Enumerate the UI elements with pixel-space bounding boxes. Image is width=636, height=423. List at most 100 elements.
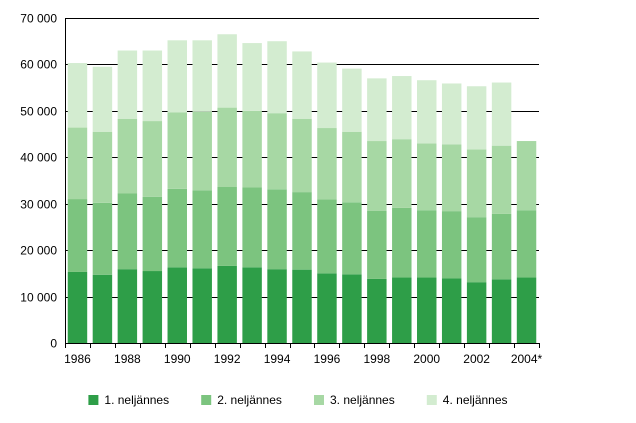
bar-1995-series-1	[292, 269, 312, 343]
bar-1994-series-2	[267, 189, 287, 270]
bar-2000-series-4	[417, 80, 437, 144]
bar-2000-series-1	[417, 277, 437, 343]
bar-2003-series-4	[491, 82, 512, 146]
bar-1986-series-4	[67, 63, 88, 128]
bar-1994-series-3	[267, 113, 287, 190]
legend: 1. neljännes 2. neljännes 3. neljännes 4. n…	[88, 393, 508, 407]
bar-1987-series-1	[92, 274, 113, 343]
bar-1993-series-2	[242, 187, 262, 268]
legend-item-1: 1. neljännes	[88, 393, 169, 407]
legend-item-4: 4. neljännes	[426, 393, 508, 407]
bar-1996-series-4	[317, 62, 337, 129]
x-tick-label: 2004*	[511, 352, 543, 366]
bar-1999-series-4	[392, 76, 412, 140]
x-tick-label: 1994	[264, 352, 291, 366]
bar-2004*-series-2	[516, 210, 537, 278]
bar-1999-series-3	[392, 139, 412, 208]
bar-1996-series-3	[317, 128, 337, 200]
x-tick-labels: 1986 1988 1990 1992 1994 1996 1998 2000 2002 2004…	[64, 352, 542, 366]
bar-1994-series-4	[267, 41, 287, 114]
y-tick-label: 30 000	[20, 198, 57, 212]
bar-1995-series-3	[292, 118, 312, 193]
y-tick-labels: 0 10 000 20 000 30 000 40 000 50 000 60 000 70 …	[20, 12, 57, 351]
y-tick-label: 60 000	[20, 58, 57, 72]
bar-1987-series-4	[92, 66, 113, 132]
bar-stacks	[67, 34, 537, 343]
x-tick-label: 1986	[64, 352, 91, 366]
bar-2002-series-1	[466, 282, 487, 343]
bar-2001-series-1	[441, 278, 462, 343]
bar-1989-series-4	[142, 50, 163, 122]
bar-1990-series-1	[167, 267, 187, 343]
bar-1991-series-4	[192, 40, 212, 112]
x-tick-label: 2000	[413, 352, 440, 366]
bar-1996-series-1	[317, 273, 337, 343]
bar-1988-series-3	[117, 118, 138, 194]
bar-1991-series-1	[192, 268, 212, 343]
bar-2001-series-2	[441, 211, 462, 279]
bar-2002-series-4	[466, 86, 487, 150]
bar-1989-series-2	[142, 196, 163, 272]
y-tick-label: 40 000	[20, 151, 57, 165]
bar-1998-series-1	[367, 278, 387, 343]
bar-2004*-series-3	[516, 141, 537, 211]
x-tick-label: 1996	[314, 352, 341, 366]
bar-1986-series-3	[67, 127, 88, 200]
bar-1987-series-3	[92, 131, 113, 203]
bar-2001-series-4	[441, 83, 462, 145]
bar-2002-series-2	[466, 217, 487, 283]
legend-swatch	[201, 395, 212, 405]
bar-1993-series-4	[242, 43, 262, 111]
bar-1993-series-1	[242, 267, 262, 343]
bar-1987-series-2	[92, 202, 113, 275]
legend-label: 2. neljännes	[217, 393, 282, 407]
legend-swatch	[426, 395, 437, 405]
bar-1997-series-1	[342, 274, 362, 343]
bar-2004*-series-1	[516, 277, 537, 343]
bar-2002-series-3	[466, 149, 487, 218]
bar-1986-series-2	[67, 199, 88, 272]
bar-2003-series-1	[491, 279, 512, 343]
bar-1989-series-3	[142, 121, 163, 197]
legend-item-2: 2. neljännes	[201, 393, 282, 407]
bar-1991-series-3	[192, 111, 212, 191]
bar-1994-series-1	[267, 269, 287, 343]
x-tick-label: 1998	[363, 352, 390, 366]
bar-2001-series-3	[441, 144, 462, 212]
bar-1992-series-4	[217, 34, 237, 108]
y-tick-label: 0	[50, 337, 57, 351]
bar-1997-series-4	[342, 68, 362, 132]
legend-label: 1. neljännes	[104, 393, 169, 407]
bar-1997-series-3	[342, 131, 362, 203]
axes	[65, 18, 540, 348]
bar-1998-series-2	[367, 210, 387, 279]
bar-1986-series-1	[67, 271, 88, 343]
bar-2003-series-3	[491, 145, 512, 214]
bar-2000-series-2	[417, 210, 437, 278]
bar-2000-series-3	[417, 143, 437, 211]
bar-1997-series-2	[342, 202, 362, 275]
bar-1998-series-4	[367, 78, 387, 142]
bar-1988-series-4	[117, 50, 138, 119]
x-tick-label: 1992	[214, 352, 241, 366]
bar-1996-series-2	[317, 199, 337, 274]
bar-1995-series-2	[292, 192, 312, 270]
bar-1999-series-1	[392, 277, 412, 343]
legend-swatch	[314, 395, 324, 405]
bar-1999-series-2	[392, 207, 412, 278]
x-tick-label: 1990	[164, 352, 191, 366]
x-tick-label: 2002	[463, 352, 490, 366]
bar-2003-series-2	[491, 213, 512, 280]
bar-1990-series-3	[167, 112, 187, 189]
legend-swatch	[88, 395, 99, 405]
bar-1989-series-1	[142, 271, 163, 343]
bar-1990-series-4	[167, 40, 187, 113]
bar-1993-series-3	[242, 110, 262, 188]
x-tick-label: 1988	[114, 352, 141, 366]
bar-1990-series-2	[167, 188, 187, 268]
y-tick-label: 70 000	[20, 12, 57, 26]
legend-item-3: 3. neljännes	[314, 393, 395, 407]
bar-1992-series-2	[217, 187, 237, 266]
bar-1992-series-1	[217, 265, 237, 343]
